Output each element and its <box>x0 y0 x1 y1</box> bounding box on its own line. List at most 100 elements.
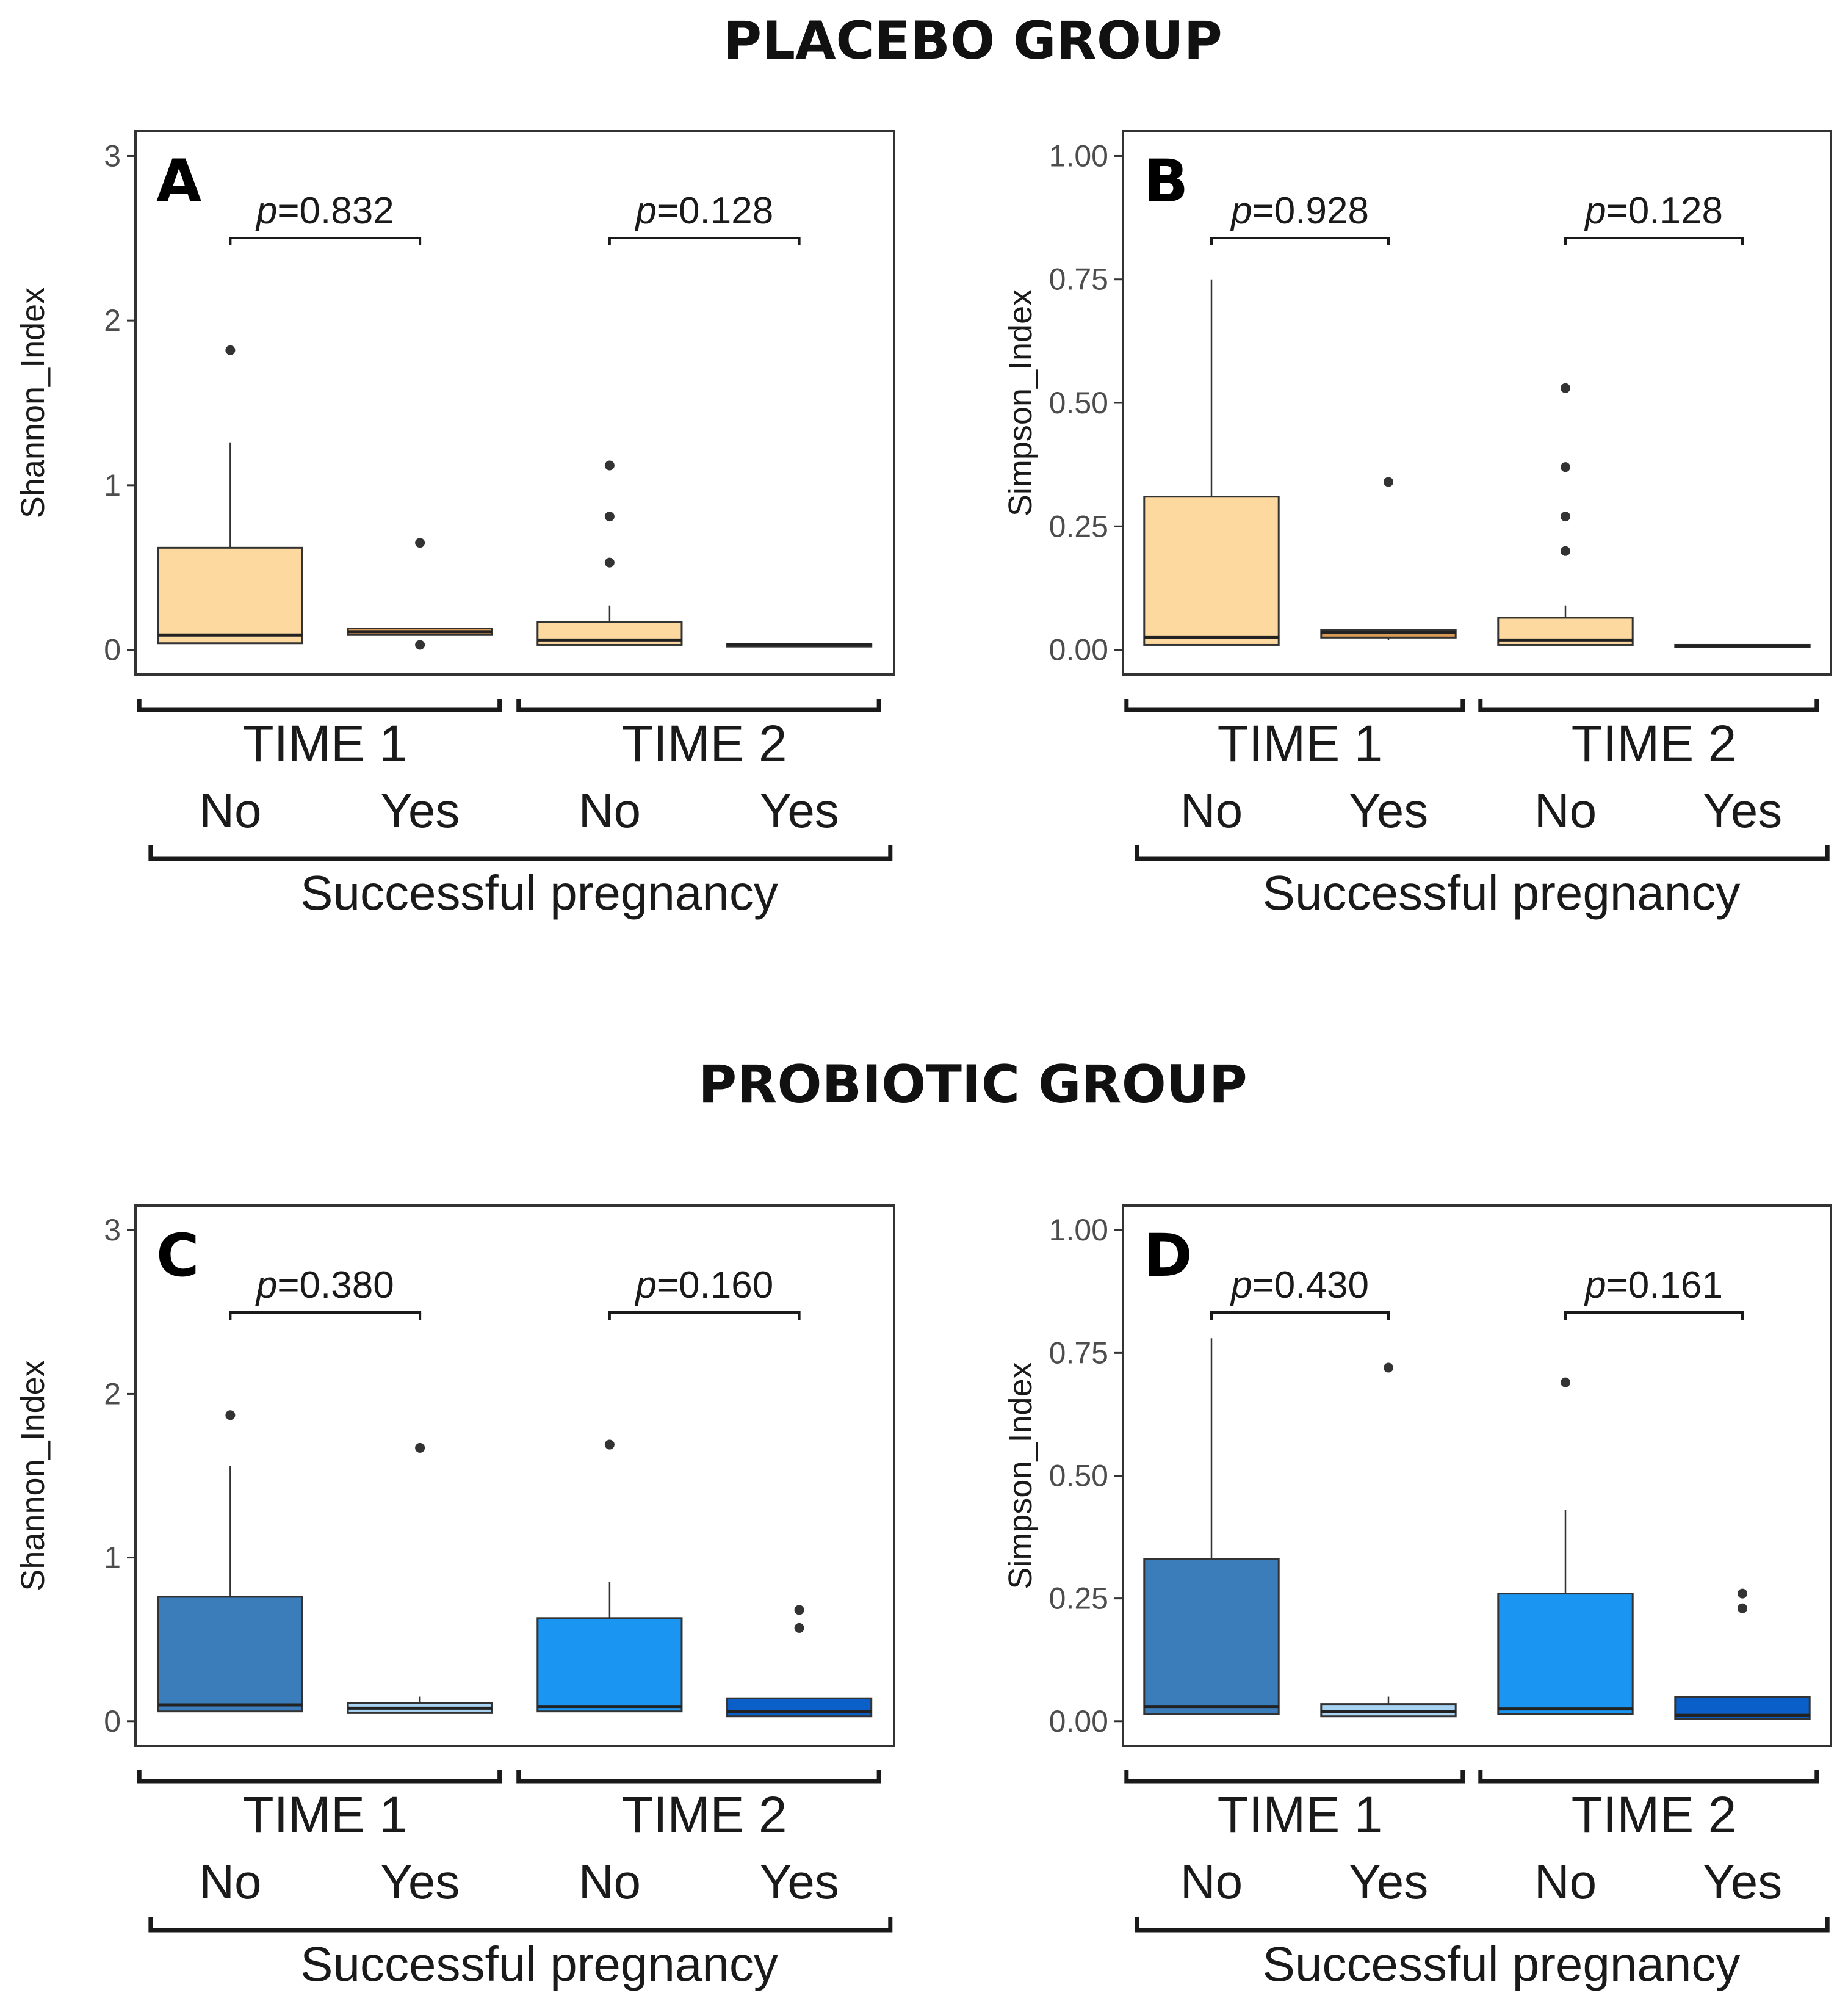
outlier-point <box>794 1622 804 1633</box>
panel-d-pvalue-1: p=0.430 <box>1210 1264 1390 1320</box>
pvalue-label: p=0.128 <box>1584 190 1723 232</box>
panel-a-time-bracket <box>137 699 502 712</box>
panel-c-letter: C <box>156 1221 199 1290</box>
panel-c-time-bracket <box>137 1770 502 1784</box>
panel-c-pvalue-1: p=0.380 <box>229 1264 422 1320</box>
pvalue-bracket <box>1210 237 1390 245</box>
pvalue-bracket <box>229 237 422 245</box>
panel-d-box-4 <box>1674 1588 1811 1720</box>
pvalue-value: =0.160 <box>657 1264 773 1306</box>
pvalue-p-symbol: p <box>634 190 656 232</box>
panel-c-category-label: Yes <box>380 1854 460 1909</box>
panel-c-pvalue-2: p=0.160 <box>608 1264 801 1320</box>
panel-a-outcome-bracket <box>148 845 893 861</box>
outlier-point <box>225 1410 236 1420</box>
panel-b-box-3 <box>1497 383 1634 646</box>
pvalue-p-symbol: p <box>255 1264 277 1306</box>
outlier-point <box>1561 462 1570 472</box>
panel-c-box-4 <box>726 1605 873 1718</box>
outlier-point <box>415 538 425 548</box>
panel-d: D0.000.250.500.751.00Simpson_Indexp=0.43… <box>1002 1204 1832 1991</box>
panel-c-ytick-label: 0 <box>104 1704 121 1738</box>
panel-a-box-4 <box>726 643 873 648</box>
pvalue-label: p=0.161 <box>1584 1264 1723 1306</box>
pvalue-p-symbol: p <box>1230 1264 1252 1306</box>
panel-d-time-label: TIME 2 <box>1572 1786 1737 1843</box>
box-iqr <box>1497 1593 1634 1715</box>
panel-b-ytick-label: 0.50 <box>1049 386 1108 420</box>
panel-c-ytick-label: 1 <box>104 1541 121 1575</box>
pvalue-label: p=0.160 <box>634 1264 773 1306</box>
panel-d-y-axis-title: Simpson_Index <box>1002 1362 1039 1589</box>
box-iqr <box>157 1596 303 1713</box>
outlier-point <box>225 345 236 355</box>
box-iqr <box>536 1617 683 1713</box>
panel-b-letter: B <box>1144 147 1188 215</box>
panel-a-category-label: Yes <box>380 783 460 837</box>
panel-a-time-label: TIME 1 <box>242 715 408 772</box>
pvalue-value: =0.128 <box>1606 190 1723 232</box>
panel-b-ytick-label: 0.25 <box>1049 509 1108 543</box>
panel-c-time-label: TIME 1 <box>242 1786 408 1843</box>
outlier-point <box>415 1442 425 1453</box>
panel-d-category-label: Yes <box>1349 1854 1429 1909</box>
pvalue-value: =0.128 <box>657 190 773 232</box>
panel-b-time-label: TIME 2 <box>1572 715 1737 772</box>
pvalue-label: p=0.128 <box>634 190 773 232</box>
pvalue-value: =0.380 <box>277 1264 394 1306</box>
placebo-group-title: PLACEBO GROUP <box>723 10 1222 71</box>
pvalue-bracket <box>608 237 801 245</box>
panel-a-category-label: No <box>199 783 261 837</box>
outlier-point <box>1738 1588 1747 1599</box>
panel-b-category-label: Yes <box>1703 783 1783 837</box>
pvalue-label: p=0.832 <box>255 190 394 232</box>
panel-b-category-label: No <box>1534 783 1597 837</box>
panel-b-time-bracket <box>1124 699 1465 712</box>
outlier-point <box>1384 477 1393 487</box>
panel-b-ytick-label: 0.75 <box>1049 262 1108 297</box>
pvalue-label: p=0.430 <box>1230 1264 1369 1306</box>
panel-c-ytick-label: 3 <box>104 1213 121 1247</box>
pvalue-bracket <box>229 1311 422 1320</box>
panel-c-time-label: TIME 2 <box>622 1786 787 1843</box>
panel-a-y-axis-title: Shannon_Index <box>15 288 51 518</box>
panel-c-time-bracket <box>516 1770 881 1784</box>
outlier-point <box>604 1439 615 1450</box>
pvalue-bracket <box>1210 1311 1390 1320</box>
pvalue-bracket <box>1564 1311 1744 1320</box>
pvalue-value: =0.928 <box>1252 190 1369 232</box>
panel-d-box-1 <box>1143 1338 1280 1715</box>
box-iqr <box>1143 496 1280 646</box>
outlier-point <box>1738 1603 1747 1613</box>
panel-d-time-bracket <box>1124 1770 1465 1784</box>
panel-d-ytick-label: 1.00 <box>1049 1213 1108 1247</box>
panel-a-letter: A <box>156 147 201 215</box>
panel-c-category-label: No <box>579 1854 641 1909</box>
pvalue-value: =0.430 <box>1252 1264 1369 1306</box>
panel-a-category-label: Yes <box>759 783 839 837</box>
panel-c-box-2 <box>347 1442 493 1714</box>
pvalue-p-symbol: p <box>634 1264 656 1306</box>
probiotic-group-title: PROBIOTIC GROUP <box>698 1054 1247 1115</box>
panel-a-time-bracket <box>516 699 881 712</box>
outlier-point <box>1384 1362 1393 1373</box>
panel-a-ytick-label: 0 <box>104 633 121 667</box>
panel-d-time-label: TIME 1 <box>1218 1786 1383 1843</box>
panel-a-ytick-label: 2 <box>104 303 121 338</box>
outlier-point <box>1561 512 1570 522</box>
panel-b-time-label: TIME 1 <box>1218 715 1383 772</box>
panel-d-ytick-label: 0.50 <box>1049 1459 1108 1493</box>
pvalue-p-symbol: p <box>1584 190 1606 232</box>
panel-c-ytick-label: 2 <box>104 1376 121 1411</box>
box-iqr <box>157 546 303 645</box>
panel-c-box-3 <box>536 1439 683 1713</box>
panel-b-box-1 <box>1143 279 1280 646</box>
panel-d-time-bracket <box>1478 1770 1819 1784</box>
panel-b-time-bracket <box>1478 699 1819 712</box>
panel-d-category-label: No <box>1534 1854 1597 1909</box>
pvalue-value: =0.161 <box>1606 1264 1723 1306</box>
panel-b-ytick-label: 0.00 <box>1049 633 1108 667</box>
panel-b-pvalue-1: p=0.928 <box>1210 190 1390 245</box>
